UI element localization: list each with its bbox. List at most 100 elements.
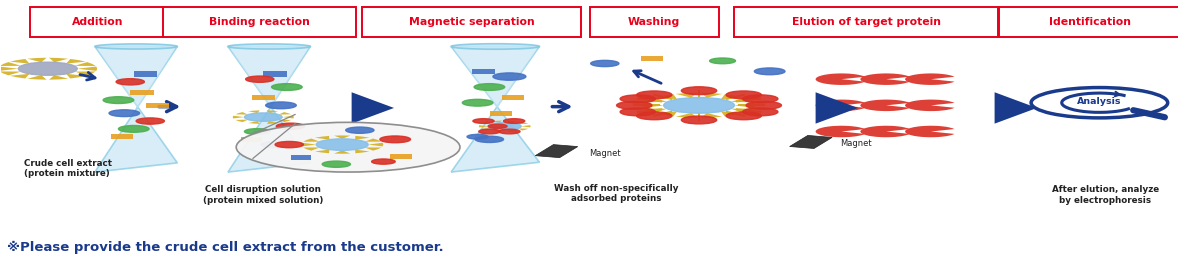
Polygon shape (676, 113, 698, 118)
Circle shape (475, 136, 503, 143)
Polygon shape (700, 113, 723, 118)
Polygon shape (368, 143, 383, 146)
Wedge shape (861, 73, 910, 85)
Polygon shape (355, 150, 369, 153)
FancyBboxPatch shape (163, 7, 356, 37)
Polygon shape (266, 121, 278, 124)
Polygon shape (249, 110, 259, 113)
Polygon shape (364, 139, 381, 142)
Circle shape (637, 112, 672, 120)
Polygon shape (643, 103, 664, 108)
Circle shape (244, 113, 282, 121)
FancyBboxPatch shape (146, 103, 169, 108)
Polygon shape (355, 136, 369, 140)
Circle shape (617, 102, 652, 109)
Polygon shape (74, 72, 95, 75)
Polygon shape (644, 98, 667, 102)
Circle shape (275, 141, 303, 148)
Polygon shape (731, 108, 753, 113)
Ellipse shape (228, 44, 310, 49)
Polygon shape (508, 120, 518, 123)
Circle shape (276, 123, 304, 129)
Circle shape (726, 91, 762, 99)
FancyBboxPatch shape (472, 69, 495, 74)
Polygon shape (481, 122, 492, 124)
Polygon shape (228, 47, 310, 172)
Polygon shape (722, 112, 743, 117)
Circle shape (620, 108, 656, 116)
Circle shape (620, 95, 656, 103)
Polygon shape (452, 47, 540, 172)
Wedge shape (816, 126, 865, 137)
Polygon shape (479, 125, 488, 127)
Circle shape (743, 95, 778, 103)
Polygon shape (27, 58, 47, 62)
Text: Addition: Addition (72, 17, 123, 27)
Text: ※Please provide the crude cell extract from the customer.: ※Please provide the crude cell extract f… (7, 241, 443, 255)
FancyBboxPatch shape (641, 56, 663, 60)
Polygon shape (492, 130, 502, 132)
Polygon shape (232, 116, 244, 118)
Circle shape (245, 76, 274, 82)
Circle shape (488, 123, 521, 130)
Polygon shape (521, 125, 531, 127)
Polygon shape (700, 93, 723, 98)
Circle shape (103, 97, 133, 104)
Polygon shape (731, 98, 753, 102)
Circle shape (345, 127, 374, 133)
Polygon shape (334, 150, 350, 154)
Polygon shape (656, 94, 677, 99)
Polygon shape (97, 49, 174, 171)
Polygon shape (995, 92, 1038, 124)
Circle shape (591, 60, 619, 67)
Text: Analysis: Analysis (1078, 97, 1121, 106)
Polygon shape (790, 135, 832, 149)
Circle shape (499, 129, 520, 134)
Circle shape (493, 73, 526, 80)
Polygon shape (9, 59, 29, 64)
Polygon shape (236, 112, 248, 115)
Polygon shape (236, 120, 248, 122)
Polygon shape (508, 130, 518, 132)
Wedge shape (905, 100, 955, 111)
FancyBboxPatch shape (263, 71, 286, 77)
Polygon shape (94, 47, 177, 172)
Polygon shape (816, 92, 858, 124)
Polygon shape (230, 49, 308, 171)
Polygon shape (676, 93, 698, 98)
Polygon shape (278, 112, 291, 115)
FancyBboxPatch shape (1000, 7, 1179, 37)
FancyBboxPatch shape (133, 71, 157, 77)
Circle shape (265, 102, 296, 109)
Polygon shape (249, 121, 259, 124)
Polygon shape (50, 75, 68, 80)
FancyBboxPatch shape (111, 134, 133, 139)
Polygon shape (301, 143, 316, 146)
Polygon shape (481, 128, 492, 130)
Wedge shape (905, 126, 955, 137)
Circle shape (479, 129, 500, 134)
FancyBboxPatch shape (291, 155, 311, 160)
Polygon shape (364, 148, 381, 151)
Polygon shape (303, 148, 320, 151)
Circle shape (108, 110, 139, 117)
Wedge shape (816, 100, 865, 111)
Wedge shape (816, 73, 865, 85)
Circle shape (681, 116, 717, 124)
FancyBboxPatch shape (241, 137, 262, 142)
Polygon shape (454, 49, 538, 171)
Polygon shape (78, 67, 97, 71)
FancyBboxPatch shape (390, 154, 411, 159)
Circle shape (681, 87, 717, 95)
FancyBboxPatch shape (590, 7, 719, 37)
Polygon shape (518, 128, 528, 130)
Circle shape (488, 124, 507, 128)
Circle shape (473, 119, 494, 123)
Text: Magnet: Magnet (841, 139, 872, 148)
Polygon shape (351, 92, 394, 124)
Polygon shape (27, 75, 47, 80)
Circle shape (271, 84, 302, 90)
Circle shape (474, 84, 505, 90)
Polygon shape (50, 58, 68, 62)
Polygon shape (66, 74, 86, 78)
